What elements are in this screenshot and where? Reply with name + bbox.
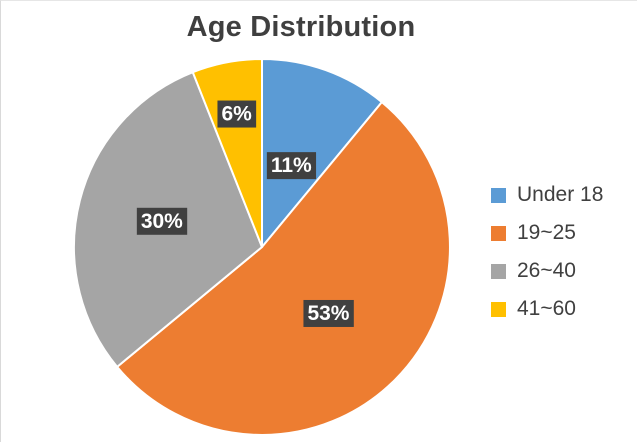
legend-item-19-25[interactable]: 19~25 — [491, 214, 603, 252]
pie-chart: 11% 53% 30% 6% — [73, 57, 451, 436]
legend-swatch-41-60 — [491, 301, 506, 317]
data-label-41-60: 6% — [217, 100, 257, 128]
legend-label-26-40: 26~40 — [517, 259, 576, 282]
data-label-26-40: 30% — [136, 207, 188, 235]
data-label-under-18: 11% — [266, 152, 317, 180]
data-label-box-41-60 — [217, 100, 257, 128]
data-label-text-41-60: 6% — [221, 103, 252, 126]
legend: Under 18 19~25 26~40 41~60 — [491, 176, 603, 328]
legend-item-under-18[interactable]: Under 18 — [491, 176, 603, 214]
pie-slice-19-25[interactable] — [115, 100, 451, 436]
chart-title: Age Distribution — [186, 11, 416, 43]
legend-label-under-18: Under 18 — [517, 183, 604, 206]
data-label-text-under-18: 11% — [271, 154, 312, 177]
data-label-text-19-25: 53% — [307, 302, 349, 325]
data-label-box-19-25 — [303, 299, 354, 327]
pie-data-labels: 11% 53% 30% 6% — [136, 100, 354, 327]
legend-swatch-26-40 — [491, 263, 506, 279]
legend-swatch-19-25 — [491, 225, 506, 241]
data-label-text-26-40: 30% — [141, 210, 183, 233]
data-label-box-under-18 — [266, 152, 317, 180]
legend-item-26-40[interactable]: 26~40 — [491, 252, 603, 290]
data-label-box-26-40 — [136, 207, 188, 235]
legend-swatch-under-18 — [491, 187, 506, 203]
legend-label-19-25: 19~25 — [517, 221, 576, 244]
pie-slices — [73, 57, 451, 436]
pie-slice-under-18[interactable] — [261, 57, 384, 250]
legend-label-41-60: 41~60 — [517, 297, 576, 320]
legend-item-41-60[interactable]: 41~60 — [491, 290, 603, 328]
data-label-19-25: 53% — [303, 299, 354, 327]
